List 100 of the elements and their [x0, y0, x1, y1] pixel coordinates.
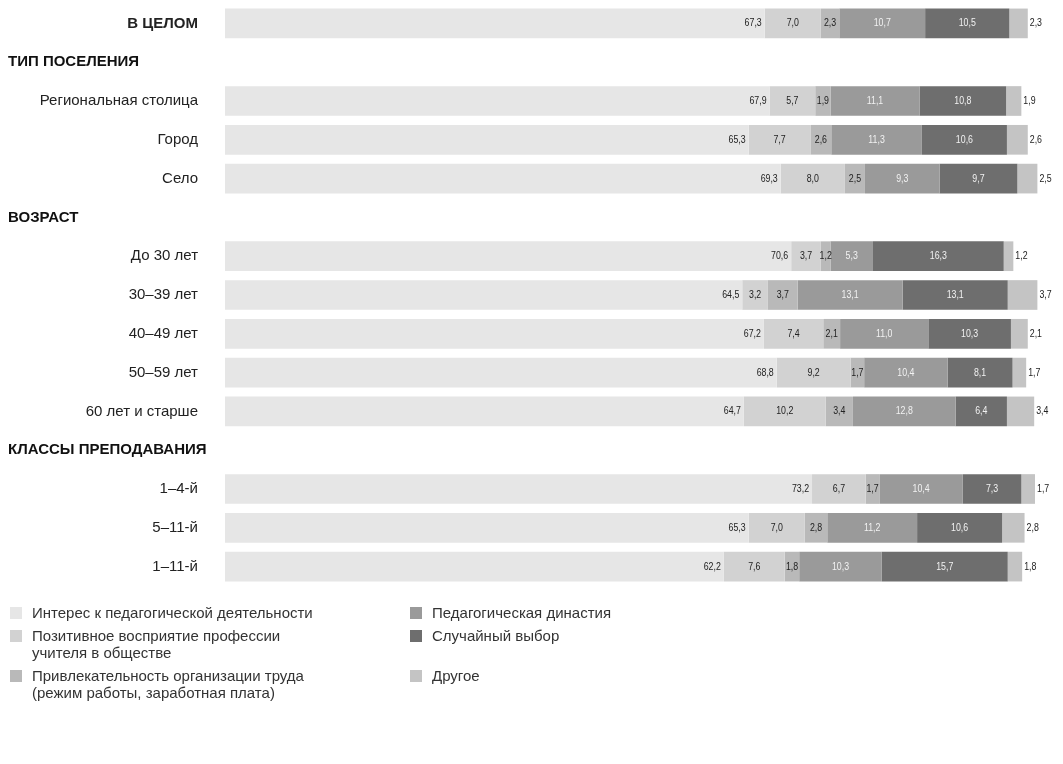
data-label: 1,7 — [851, 365, 864, 378]
bar — [879, 474, 963, 504]
bar — [797, 280, 903, 310]
data-label: 8,1 — [973, 365, 987, 378]
data-label: 67,2 — [743, 326, 762, 340]
bar — [925, 8, 1010, 39]
y-tick-label: 1–11-й — [152, 556, 198, 574]
bar — [225, 241, 792, 272]
bar — [1006, 396, 1035, 427]
data-label: 7,7 — [773, 132, 787, 146]
data-label: 70,6 — [771, 249, 789, 262]
legend-label: Интерес к педагогической деятельности — [32, 604, 313, 621]
y-tick-label: В ЦЕЛОМ — [127, 13, 198, 31]
y-tick-label: 30–39 лет — [128, 285, 199, 303]
bar — [1010, 318, 1028, 349]
bar — [742, 280, 768, 310]
text: ТИП ПОСЕЛЕНИЯ — [8, 52, 140, 70]
data-label: 9,2 — [807, 365, 821, 378]
bar — [225, 551, 724, 582]
data-label: 2,5 — [1039, 171, 1053, 184]
data-label: 8,0 — [806, 171, 820, 184]
bar — [1012, 357, 1027, 388]
bar — [881, 551, 1008, 582]
data-label: 1,8 — [1024, 559, 1037, 572]
data-label: 1,9 — [816, 94, 830, 107]
data-label: 3,7 — [776, 288, 790, 301]
data-label: 2,6 — [1029, 132, 1043, 146]
bar — [955, 396, 1007, 427]
data-label: 3,7 — [1039, 288, 1053, 301]
data-label: 65,3 — [728, 132, 747, 146]
y-tick-label: Город — [157, 129, 199, 147]
bar — [962, 474, 1022, 504]
bar — [780, 163, 845, 194]
bar — [791, 241, 821, 272]
y-tick-label: 50–59 лет — [128, 362, 199, 380]
data-label: 2,1 — [1029, 326, 1043, 340]
bar — [225, 396, 744, 427]
bar — [921, 124, 1007, 155]
bar — [1021, 474, 1035, 504]
y-tick-label: 60 лет и старше — [85, 401, 198, 419]
data-label: 10,8 — [954, 94, 972, 107]
data-label: 2,5 — [848, 171, 862, 184]
data-label: 11,3 — [868, 132, 886, 146]
data-label: 10,4 — [912, 482, 931, 495]
y-tick-label: 5–11-й — [152, 517, 198, 535]
data-label: 69,3 — [760, 171, 779, 184]
data-label: 5,3 — [845, 249, 859, 262]
data-label: 9,7 — [972, 171, 985, 184]
data-label: 5,7 — [786, 94, 799, 107]
bar — [1007, 280, 1038, 310]
data-label: 9,3 — [896, 171, 909, 184]
data-label: 11,0 — [875, 326, 893, 340]
bar — [225, 512, 749, 543]
bar — [225, 8, 765, 39]
bar — [1006, 86, 1022, 116]
data-label: 2,3 — [1029, 16, 1043, 29]
bar — [225, 124, 749, 155]
bar — [872, 241, 1004, 272]
bar — [763, 318, 824, 349]
data-label: 1,7 — [1036, 482, 1050, 495]
data-label: 7,0 — [770, 520, 784, 534]
data-label: 11,1 — [866, 94, 884, 107]
data-label: 11,2 — [863, 520, 881, 534]
data-label: 15,7 — [936, 559, 954, 572]
data-label: 3,7 — [799, 249, 813, 262]
data-label: 13,1 — [841, 288, 860, 301]
data-label: 1,2 — [819, 249, 833, 262]
data-label: 65,3 — [728, 520, 747, 534]
bar — [823, 318, 841, 349]
bar — [902, 280, 1008, 310]
bar — [225, 163, 781, 194]
bar — [864, 357, 948, 388]
data-label: 10,2 — [776, 404, 794, 417]
data-label: 1,7 — [866, 482, 880, 495]
data-label: 10,6 — [951, 520, 969, 534]
data-label: 10,5 — [958, 16, 977, 29]
data-label: 1,2 — [1015, 249, 1028, 262]
bar — [1006, 124, 1028, 155]
data-label: 10,7 — [873, 16, 892, 29]
bar — [776, 357, 851, 388]
y-tick-label: 1–4-й — [159, 479, 198, 497]
legend-label: Другое — [432, 667, 480, 684]
bar — [1002, 512, 1025, 543]
bar — [840, 318, 929, 349]
bar — [812, 474, 866, 504]
legend-label: Случайный выбор — [432, 627, 560, 644]
data-label: 3,4 — [833, 404, 846, 417]
data-label: 6,4 — [975, 404, 988, 417]
data-label: 64,5 — [722, 288, 740, 301]
data-label: 2,3 — [823, 16, 837, 29]
bar — [748, 124, 811, 155]
data-label: 1,9 — [1023, 94, 1036, 107]
bar — [919, 86, 1007, 116]
y-tick-label: Региональная столица — [39, 91, 199, 109]
bar — [767, 280, 798, 310]
bar — [1007, 551, 1023, 582]
data-label: 10,3 — [831, 559, 850, 572]
data-label: 10,3 — [961, 326, 979, 340]
data-label: 2,8 — [1026, 520, 1040, 534]
data-label: 62,2 — [703, 559, 722, 572]
